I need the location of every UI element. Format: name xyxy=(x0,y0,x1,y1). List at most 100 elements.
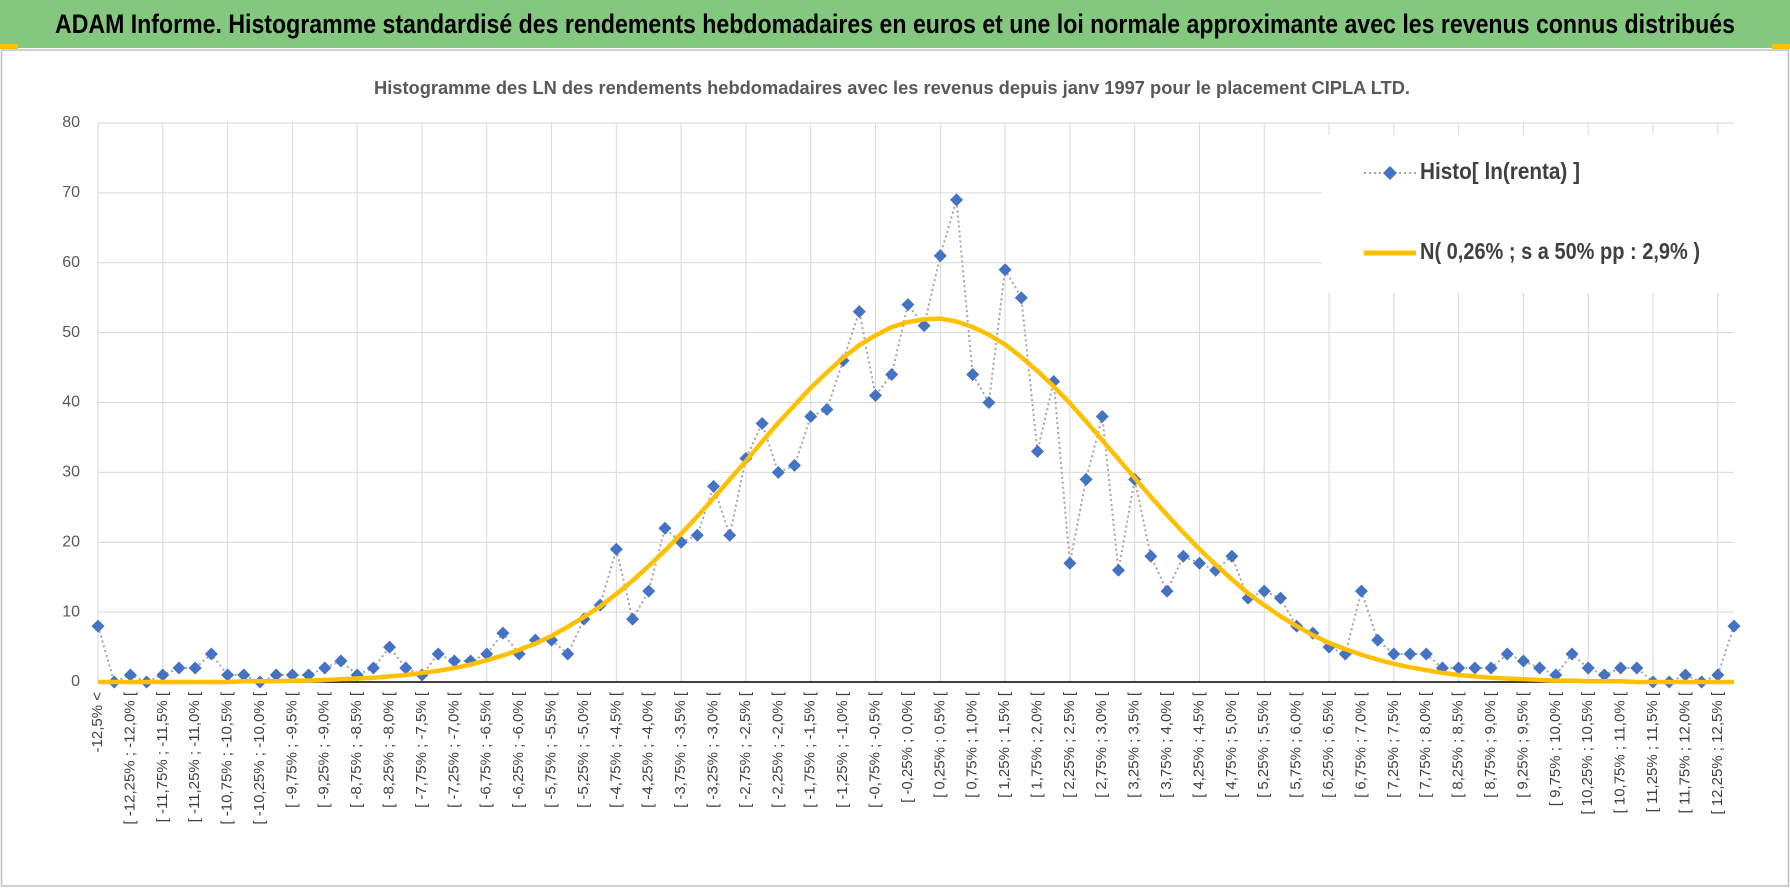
x-tick-label: [ 9,25% ; 9,5% [ xyxy=(1514,691,1531,798)
data-point xyxy=(399,661,413,675)
x-tick-label: [ -2,75% ; -2,5% [ xyxy=(737,691,754,808)
x-tick-label: [ -3,75% ; -3,5% [ xyxy=(672,691,689,808)
x-tick-label: [ 10,25% ; 10,5% [ xyxy=(1579,691,1596,814)
x-tick-label: [ 0,25% ; 0,5% [ xyxy=(931,691,948,798)
data-point xyxy=(1192,556,1206,570)
x-tick-label: [ 5,75% ; 6,0% [ xyxy=(1288,691,1305,798)
x-tick-label: [ -10,25% ; -10,0% [ xyxy=(251,691,268,824)
data-point xyxy=(949,193,963,207)
data-point xyxy=(642,584,656,598)
legend-marker xyxy=(1383,166,1397,180)
data-point xyxy=(1063,556,1077,570)
x-tick-label: [ -6,25% ; -6,0% [ xyxy=(510,691,527,808)
x-tick-label: [ -9,25% ; -9,0% [ xyxy=(316,691,333,808)
chart-border xyxy=(0,49,1790,887)
data-point xyxy=(1403,647,1417,661)
data-point xyxy=(1581,661,1595,675)
data-point xyxy=(1516,654,1530,668)
x-tick-label: [ 3,75% ; 4,0% [ xyxy=(1158,691,1175,798)
data-point xyxy=(1273,591,1287,605)
data-point xyxy=(1111,563,1125,577)
x-tick-label: [ -1,25% ; -1,0% [ xyxy=(834,691,851,808)
x-tick-label: -12,5% < xyxy=(89,692,106,753)
data-point xyxy=(156,668,170,682)
data-point xyxy=(1614,661,1628,675)
data-point xyxy=(366,661,380,675)
x-tick-label: [ 8,25% ; 8,5% [ xyxy=(1450,691,1467,798)
x-tick-label: [ 1,75% ; 2,0% [ xyxy=(1028,691,1045,798)
data-point xyxy=(285,668,299,682)
x-tick-label: [ -7,75% ; -7,5% [ xyxy=(413,691,430,808)
data-point xyxy=(91,619,105,633)
data-point xyxy=(561,647,575,661)
x-tick-label: [ 6,25% ; 6,5% [ xyxy=(1320,691,1337,798)
data-point xyxy=(1597,668,1611,682)
data-point xyxy=(885,368,899,382)
data-point xyxy=(1711,668,1725,682)
data-point xyxy=(1225,549,1239,563)
data-point xyxy=(852,305,866,319)
x-tick-label: [ -6,75% ; -6,5% [ xyxy=(478,691,495,808)
data-point xyxy=(237,668,251,682)
x-tick-label: [ -10,75% ; -10,5% [ xyxy=(219,691,236,824)
data-point xyxy=(204,647,218,661)
data-point xyxy=(998,263,1012,277)
x-tick-label: [ -3,25% ; -3,0% [ xyxy=(704,691,721,808)
y-tick-label: 30 xyxy=(62,464,80,481)
data-point xyxy=(188,661,202,675)
x-tick-label: [ 0,75% ; 1,0% [ xyxy=(964,691,981,798)
title-bar xyxy=(0,0,1790,48)
x-tick-label: [ -12,25% ; -12,0% [ xyxy=(121,691,138,824)
x-tick-label: [ 8,75% ; 9,0% [ xyxy=(1482,691,1499,798)
data-point xyxy=(334,654,348,668)
x-tick-label: [ -4,75% ; -4,5% [ xyxy=(607,691,624,808)
data-point xyxy=(318,661,332,675)
series-line xyxy=(98,316,1734,685)
data-point xyxy=(982,396,996,409)
data-point xyxy=(933,249,947,263)
data-point xyxy=(1630,661,1644,675)
data-point xyxy=(1565,647,1579,661)
x-tick-label: [ 9,75% ; 10,0% [ xyxy=(1547,691,1564,806)
accent xyxy=(0,44,18,49)
x-tick-label: [ -4,25% ; -4,0% [ xyxy=(640,691,657,808)
x-tick-label: [ 5,25% ; 5,5% [ xyxy=(1255,691,1272,798)
x-tick-label: [ -0,25% ; 0,0% [ xyxy=(899,691,916,803)
data-point xyxy=(804,409,818,423)
data-point xyxy=(966,368,980,382)
legend-box xyxy=(1322,135,1734,293)
x-tick-label: [ 3,25% ; 3,5% [ xyxy=(1126,691,1143,798)
data-point xyxy=(123,668,137,682)
data-point xyxy=(1387,647,1401,661)
y-tick-label: 70 xyxy=(62,184,80,201)
x-tick-label: [ -5,75% ; -5,5% [ xyxy=(543,691,560,808)
y-tick-label: 10 xyxy=(62,603,80,620)
x-tick-label: [ -8,25% ; -8,0% [ xyxy=(381,691,398,808)
data-point xyxy=(1079,472,1093,486)
data-point xyxy=(755,416,769,430)
x-tick-label: [ 7,75% ; 8,0% [ xyxy=(1417,691,1434,798)
y-tick-label: 60 xyxy=(62,254,80,271)
accent xyxy=(1772,44,1790,49)
legend-label: Histo[ ln(renta) ] xyxy=(1420,158,1580,184)
page-title: ADAM Informe. Histogramme standardisé de… xyxy=(55,9,1735,39)
data-point xyxy=(869,389,883,403)
data-point xyxy=(788,458,802,472)
y-tick-label: 0 xyxy=(71,673,80,690)
x-tick-label: [ 1,25% ; 1,5% [ xyxy=(996,691,1013,798)
data-point xyxy=(269,668,283,682)
data-point xyxy=(626,612,640,626)
data-point xyxy=(1014,291,1028,305)
data-point xyxy=(690,528,704,542)
x-tick-label: [ -11,25% ; -11,0% [ xyxy=(186,691,203,822)
data-point xyxy=(1484,661,1498,675)
data-point xyxy=(609,542,623,556)
data-point xyxy=(447,654,461,668)
y-tick-label: 20 xyxy=(62,533,80,550)
data-point xyxy=(431,647,445,661)
legend-label: N( 0,26% ; s a 50% pp : 2,9% ) xyxy=(1420,238,1700,264)
x-tick-label: [ 10,75% ; 11,0% [ xyxy=(1612,691,1629,813)
y-tick-label: 80 xyxy=(62,114,80,131)
x-tick-label: [ 11,75% ; 12,0% [ xyxy=(1676,691,1693,813)
